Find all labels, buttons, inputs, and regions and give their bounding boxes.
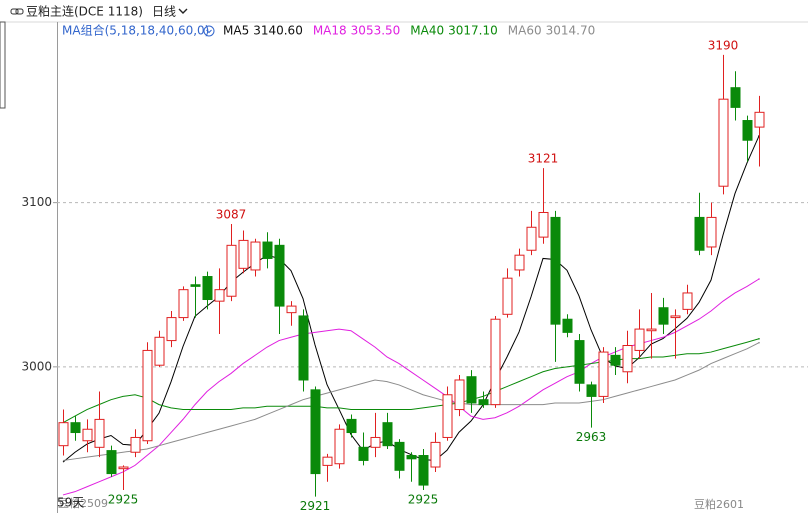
candle-body-down	[394, 441, 405, 471]
candle-body-up	[454, 379, 465, 411]
candle-body-down	[478, 399, 489, 406]
candle-body-down	[742, 120, 753, 141]
candle-body-up	[322, 456, 333, 466]
y-tick-label: 3000	[21, 359, 52, 373]
high-label: 3190	[708, 38, 739, 52]
contract-label: 豆粕2509	[58, 496, 108, 510]
candle-body-up	[214, 289, 225, 302]
candle-body-up	[706, 216, 717, 248]
candle-body-up	[430, 441, 441, 468]
candle-body-up	[286, 305, 297, 314]
legend-name: MA18	[313, 24, 347, 38]
ma-latest-point	[758, 278, 760, 280]
legend-name: MA5	[223, 24, 249, 38]
contract-label: 豆粕2601	[694, 497, 744, 511]
candle-body-up	[250, 241, 261, 271]
candle-body-down	[658, 307, 669, 325]
chart-title: 豆粕主连(DCE 1118)	[26, 4, 143, 19]
candle-body-down	[106, 450, 117, 475]
candle-body-down	[586, 384, 597, 397]
candle-body-down	[418, 455, 429, 486]
ma-line	[62, 342, 760, 461]
ma-group-selector[interactable]: MA组合(5,18,18,40,60,0)	[62, 23, 209, 38]
link-icon	[10, 8, 24, 15]
candle-body-up	[166, 317, 177, 342]
candle-body-up	[442, 394, 453, 438]
candle-body-up	[490, 318, 501, 406]
candle-body-up	[94, 418, 105, 448]
candle-body-down	[610, 354, 621, 366]
candle-body-up	[154, 336, 165, 366]
candle-body-down	[730, 87, 741, 108]
candle-body-down	[310, 389, 321, 475]
low-label: 2925	[108, 493, 139, 507]
ma-group-dropdown[interactable]	[203, 25, 215, 37]
legend-value: 3140.60	[253, 24, 303, 38]
candle-body-down	[298, 315, 309, 381]
candle-body-up	[82, 428, 93, 442]
legend-value: 3014.70	[546, 24, 596, 38]
legend-value: 3053.50	[351, 24, 401, 38]
candle-body-up	[130, 436, 141, 453]
candle-body-up	[370, 436, 381, 448]
plot-area: 3000 3100 2925 3087 2921 2925 3121 2963 3190	[21, 38, 808, 513]
days-label: 59天	[57, 496, 84, 510]
candle-body-up	[718, 98, 729, 187]
candle-body-up	[514, 254, 525, 271]
candle-body-up	[58, 422, 69, 447]
side-scrollbar[interactable]	[0, 21, 6, 109]
ma-latest-point	[758, 341, 760, 344]
candle-body-up	[142, 349, 153, 442]
candle-body-down	[70, 422, 81, 434]
candle-body-up	[238, 239, 249, 269]
candle-body-down	[406, 455, 417, 460]
candle-body-down	[190, 284, 201, 287]
candle-body-up	[502, 277, 513, 315]
candle-body-down	[382, 422, 393, 447]
candle-body-up	[598, 351, 609, 397]
ma-line	[62, 338, 760, 424]
candle-body-down	[694, 216, 705, 251]
y-tick-label: 3100	[21, 195, 52, 209]
candle-body-down	[358, 446, 369, 461]
period-selector[interactable]: 日线	[152, 5, 176, 19]
candle-body-up	[622, 345, 633, 373]
legend: MA5 3140.60 MA18 3053.50 MA40 3017.10 MA60 3014…	[223, 24, 595, 38]
candle-body-down	[574, 340, 585, 384]
low-label: 2921	[300, 499, 331, 513]
candle-body-up	[538, 211, 549, 238]
candle-body-up	[754, 111, 765, 128]
low-label: 2925	[408, 493, 439, 507]
candle-body-down	[262, 241, 273, 259]
candle-body-up	[178, 289, 189, 319]
candle-body-up	[646, 328, 657, 332]
high-label: 3087	[216, 207, 247, 221]
candle-body-up	[670, 315, 681, 319]
legend-value: 3017.10	[448, 24, 498, 38]
candle-body-up	[682, 292, 693, 310]
candle-body-up	[526, 226, 537, 251]
candle-body-up	[334, 428, 345, 465]
low-label: 2963	[576, 430, 607, 444]
candle-body-down	[202, 276, 213, 301]
candle-body-down	[550, 216, 561, 325]
legend-name: MA60	[508, 24, 542, 38]
candle-body-down	[346, 418, 357, 434]
candle-body-down	[274, 244, 285, 307]
candle-body-up	[118, 466, 129, 470]
candle-body-down	[466, 376, 477, 404]
candle-body-down	[562, 318, 573, 333]
high-label: 3121	[528, 152, 559, 166]
period-dropdown-arrow[interactable]	[178, 8, 188, 14]
candle-body-up	[226, 244, 237, 297]
candle-body-up	[634, 328, 645, 351]
legend-name: MA40	[410, 24, 444, 38]
ma-latest-point	[758, 337, 760, 340]
